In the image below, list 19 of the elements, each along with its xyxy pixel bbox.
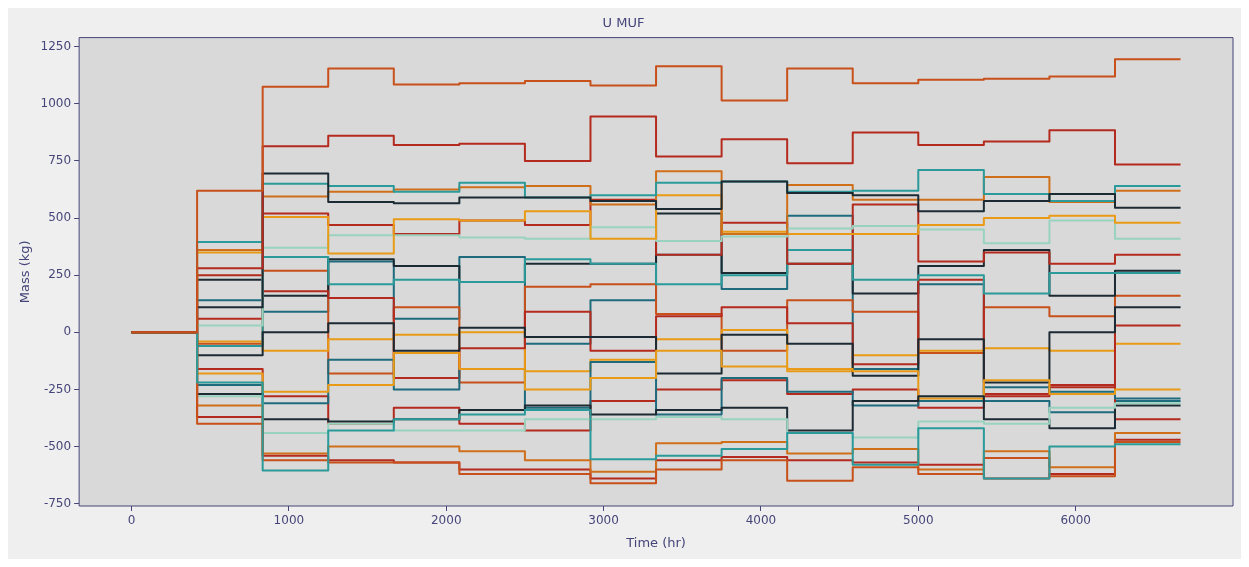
x-tick-label: 4000 [745,513,777,528]
y-tick-label: 500 [48,210,72,225]
chart-title: U MUF [602,15,645,31]
y-tick-label: 1250 [40,38,72,53]
x-tick-label: 6000 [1060,513,1091,528]
x-tick-label: 2000 [430,513,462,528]
x-tick-label: 3000 [588,513,619,528]
y-tick-label: 250 [48,267,72,282]
x-tick-label: 0 [127,513,136,528]
y-tick-label: 750 [48,153,72,168]
x-tick-label: 1000 [273,513,305,528]
y-axis-title: Mass (kg) [17,240,33,304]
x-tick-label: 5000 [903,513,934,528]
x-axis-title: Time (hr) [625,534,686,550]
y-tick-label: -750 [43,495,72,510]
y-tick-label: -250 [43,381,72,396]
y-tick-label: 0 [63,324,72,339]
y-tick-label: -500 [43,438,72,453]
y-tick-label: 1000 [40,95,72,110]
